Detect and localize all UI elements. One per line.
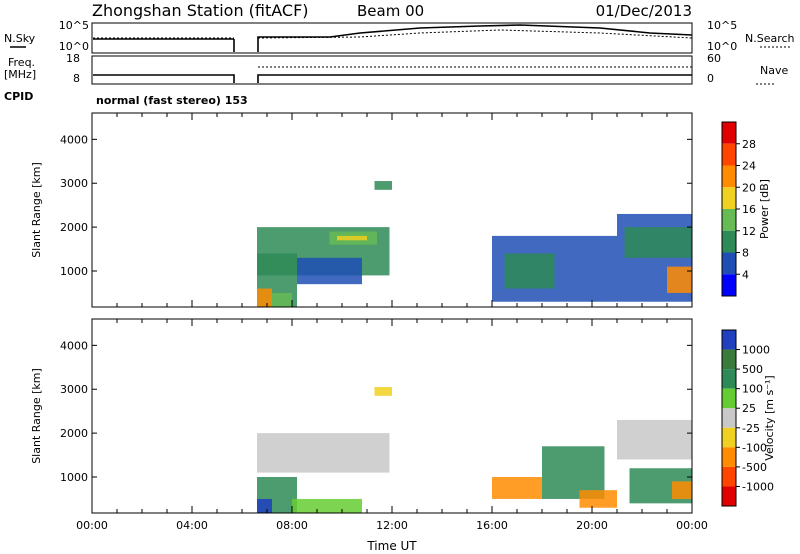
- colorbar-tick-label: 12: [742, 225, 756, 238]
- heatmap-cell: [257, 288, 272, 307]
- colorbar-label: Power [dB]: [758, 179, 771, 239]
- beam-label: Beam 00: [357, 2, 424, 20]
- colorbar-label: Velocity [m s⁻¹]: [763, 375, 776, 460]
- heatmap-cell: [374, 387, 392, 396]
- y-tick-label: 3000: [60, 177, 88, 190]
- station-title: Zhongshan Station (fitACF): [92, 1, 309, 20]
- nave-tick-bottom: 0: [707, 72, 714, 85]
- x-tick-label: 00:00: [676, 519, 708, 532]
- colorbar-swatch: [722, 252, 736, 275]
- nsky-tick-top: 10^5: [59, 19, 89, 32]
- y-tick-label: 4000: [60, 133, 88, 146]
- y-tick-label: 3000: [60, 383, 88, 396]
- x-tick-label: 00:00: [76, 519, 108, 532]
- colorbar-tick-label: 20: [742, 181, 756, 194]
- vel-ylabel: Slant Range [km]: [30, 368, 43, 464]
- colorbar-frame: [721, 329, 737, 507]
- colorbar-tick-label: 500: [742, 363, 763, 376]
- power-heatmap: 1000 2000 3000 4000 Slant Range [km]: [30, 112, 693, 308]
- vel-xlabel: Time UT: [366, 539, 417, 553]
- power-ylabel: Slant Range [km]: [30, 162, 43, 258]
- colorbar-swatch: [722, 330, 736, 350]
- heatmap-cell: [672, 481, 692, 499]
- colorbar-tick-label: 100: [742, 383, 763, 396]
- heatmap-cell: [492, 477, 542, 499]
- colorbar-swatch: [722, 187, 736, 209]
- heatmap-cell: [504, 253, 555, 289]
- colorbar-swatch: [722, 122, 736, 144]
- velocity-colorbar: 1000 500 100 25 -25 -100 -500 -1000 Velocity [m …: [721, 329, 776, 507]
- nsky-tick-bottom: 10^0: [59, 40, 89, 53]
- y-tick-label: 4000: [60, 339, 88, 352]
- nsearch-line: [93, 29, 693, 39]
- heatmap-cell: [292, 498, 362, 513]
- nave-tick-top: 60: [707, 52, 721, 65]
- freq-line: [93, 74, 692, 83]
- heatmap-cell: [257, 433, 390, 473]
- colorbar-swatch: [722, 486, 736, 506]
- y-tick-label: 2000: [60, 427, 88, 440]
- nsky-line: [93, 24, 693, 52]
- colorbar-swatch: [722, 143, 736, 166]
- heatmap-cell: [579, 490, 617, 508]
- freq-tick-top: 18: [66, 52, 80, 65]
- freq-panel: Freq. [MHz] 18 8 Nave 60 0: [4, 52, 788, 85]
- heatmap-cell: [542, 446, 605, 499]
- velocity-heatmap: 1000 2000 3000 4000 00:00 04:00 08:00 12:00 16:…: [30, 318, 708, 553]
- colorbar-swatch: [722, 274, 736, 296]
- nsearch-tick-bottom: 10^0: [707, 40, 737, 53]
- nsearch-tick-top: 10^5: [707, 19, 737, 32]
- cpid-label: CPID: [4, 90, 33, 103]
- heatmap-cell: [257, 498, 272, 513]
- heatmap-cell: [617, 419, 692, 460]
- date-label: 01/Dec/2013: [596, 2, 692, 20]
- colorbar-swatch: [722, 349, 736, 370]
- colorbar-swatch: [722, 388, 736, 409]
- heatmap-cell: [624, 227, 692, 258]
- colorbar-tick-label: 25: [742, 402, 756, 415]
- freq-unit: [MHz]: [4, 68, 36, 81]
- power-colorbar: 4 8 12 16 20 24 28 Power [dB]: [721, 121, 771, 297]
- colorbar-swatch: [722, 209, 736, 231]
- x-tick-label: 20:00: [576, 519, 608, 532]
- colorbar-swatch: [722, 447, 736, 467]
- cpid-text: normal (fast stereo) 153: [96, 94, 248, 107]
- colorbar-swatch: [722, 230, 736, 253]
- colorbar-tick-label: 24: [742, 160, 756, 173]
- colorbar-tick-label: -500: [742, 461, 767, 474]
- y-tick-label: 1000: [60, 471, 88, 484]
- heatmap-cell: [297, 257, 362, 285]
- colorbar-swatch: [722, 369, 736, 389]
- colorbar-tick-label: 4: [742, 268, 749, 281]
- nsky-panel: N.Sky 10^5 10^0 N.Search 10^5 10^0: [4, 19, 795, 54]
- colorbar-swatch: [722, 165, 736, 188]
- colorbar-tick-label: 8: [742, 247, 749, 260]
- colorbar-swatch: [722, 466, 736, 487]
- colorbar-tick-label: -1000: [742, 480, 774, 493]
- freq-label: Freq.: [8, 56, 35, 69]
- colorbar-tick-label: -25: [742, 422, 760, 435]
- heatmap-cell: [272, 292, 292, 307]
- x-tick-label: 04:00: [176, 519, 208, 532]
- y-tick-label: 1000: [60, 265, 88, 278]
- nave-label: Nave: [760, 64, 788, 77]
- colorbar-tick-label: 28: [742, 138, 756, 151]
- nsky-label: N.Sky: [4, 32, 36, 45]
- x-tick-label: 08:00: [276, 519, 308, 532]
- x-tick-label: 16:00: [476, 519, 508, 532]
- y-tick-label: 2000: [60, 221, 88, 234]
- heatmap-cell: [374, 181, 392, 190]
- colorbar-tick-label: -100: [742, 441, 767, 454]
- nsearch-label: N.Search: [745, 32, 795, 45]
- heatmap-cell: [337, 235, 367, 241]
- colorbar-swatch: [722, 408, 736, 428]
- colorbar-tick-label: 16: [742, 203, 756, 216]
- colorbar-swatch: [722, 427, 736, 448]
- colorbar-tick-label: 1000: [742, 344, 770, 357]
- x-tick-label: 12:00: [376, 519, 408, 532]
- freq-tick-bottom: 8: [73, 72, 80, 85]
